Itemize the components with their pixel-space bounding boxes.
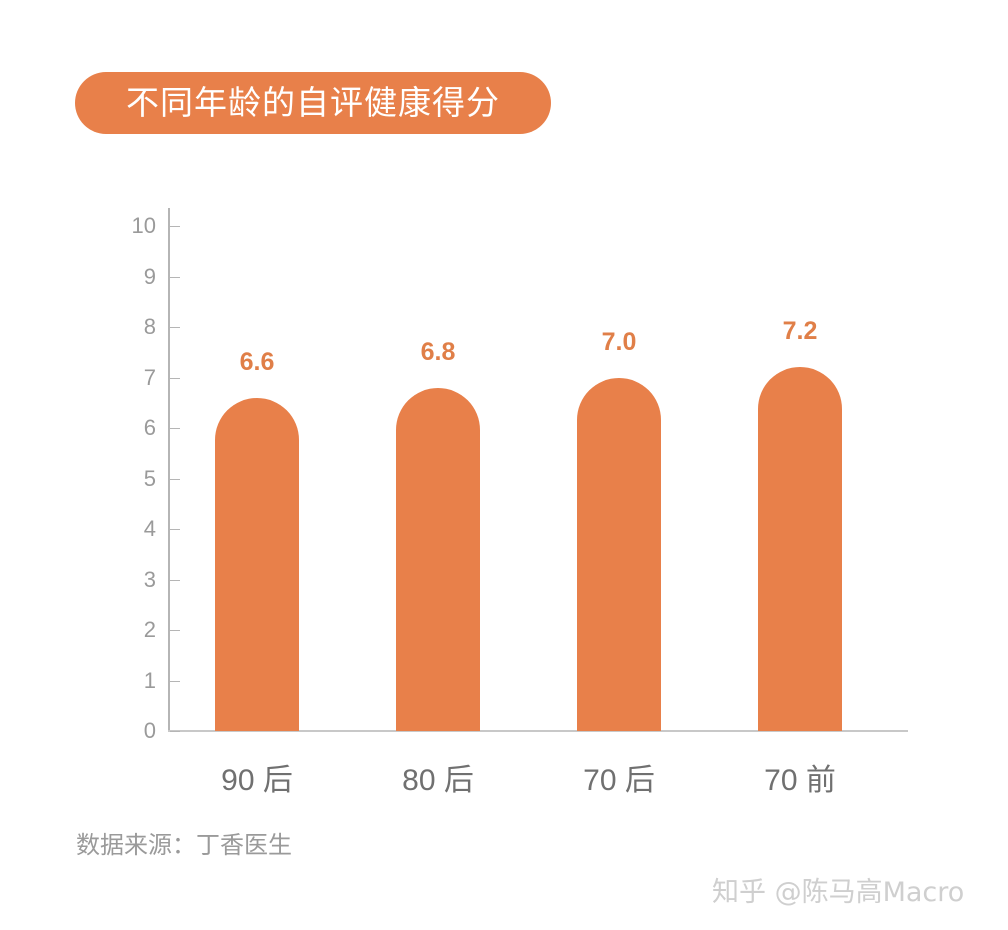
y-tick — [170, 276, 180, 278]
y-tick-label: 0 — [143, 718, 156, 743]
y-tick-label: 2 — [143, 617, 156, 642]
y-tick-label: 1 — [143, 667, 156, 693]
x-category-label: 80 后 — [402, 764, 474, 797]
x-category-label: 90 后 — [221, 764, 293, 797]
y-tick — [170, 630, 180, 631]
y-tick — [170, 226, 180, 227]
y-tick-label: 5 — [143, 465, 156, 491]
bar — [215, 397, 299, 731]
y-tick — [170, 731, 180, 732]
bar-value-label: 6.6 — [239, 347, 275, 376]
y-tick — [170, 529, 180, 530]
y-tick — [170, 478, 180, 480]
y-tick-label: 4 — [143, 516, 156, 541]
y-tick-label: 6 — [143, 415, 156, 440]
bar — [396, 387, 480, 731]
bar-value-label: 6.8 — [420, 337, 456, 366]
y-tick — [170, 377, 180, 379]
bar-value-label: 7.0 — [601, 327, 637, 356]
bar-value-label: 7.2 — [782, 317, 818, 346]
y-axis — [168, 208, 170, 732]
y-tick-label: 8 — [143, 314, 156, 339]
x-category-label: 70 前 — [764, 764, 836, 797]
y-tick — [170, 680, 180, 682]
y-tick — [170, 327, 180, 328]
y-tick — [170, 428, 180, 429]
y-tick-label: 3 — [143, 566, 156, 592]
y-tick-label: 9 — [143, 263, 156, 289]
data-source: 数据来源：丁香医生 — [76, 831, 292, 859]
chart-title: 不同年龄的自评健康得分 — [75, 72, 551, 134]
bar — [758, 367, 842, 731]
y-tick — [170, 579, 180, 581]
x-category-label: 70 后 — [583, 764, 655, 797]
bar — [577, 377, 661, 731]
y-tick-label: 7 — [143, 364, 156, 390]
x-axis — [168, 730, 908, 732]
y-tick-label: 10 — [131, 213, 156, 238]
watermark: 知乎 @陈马高Macro — [712, 877, 965, 908]
